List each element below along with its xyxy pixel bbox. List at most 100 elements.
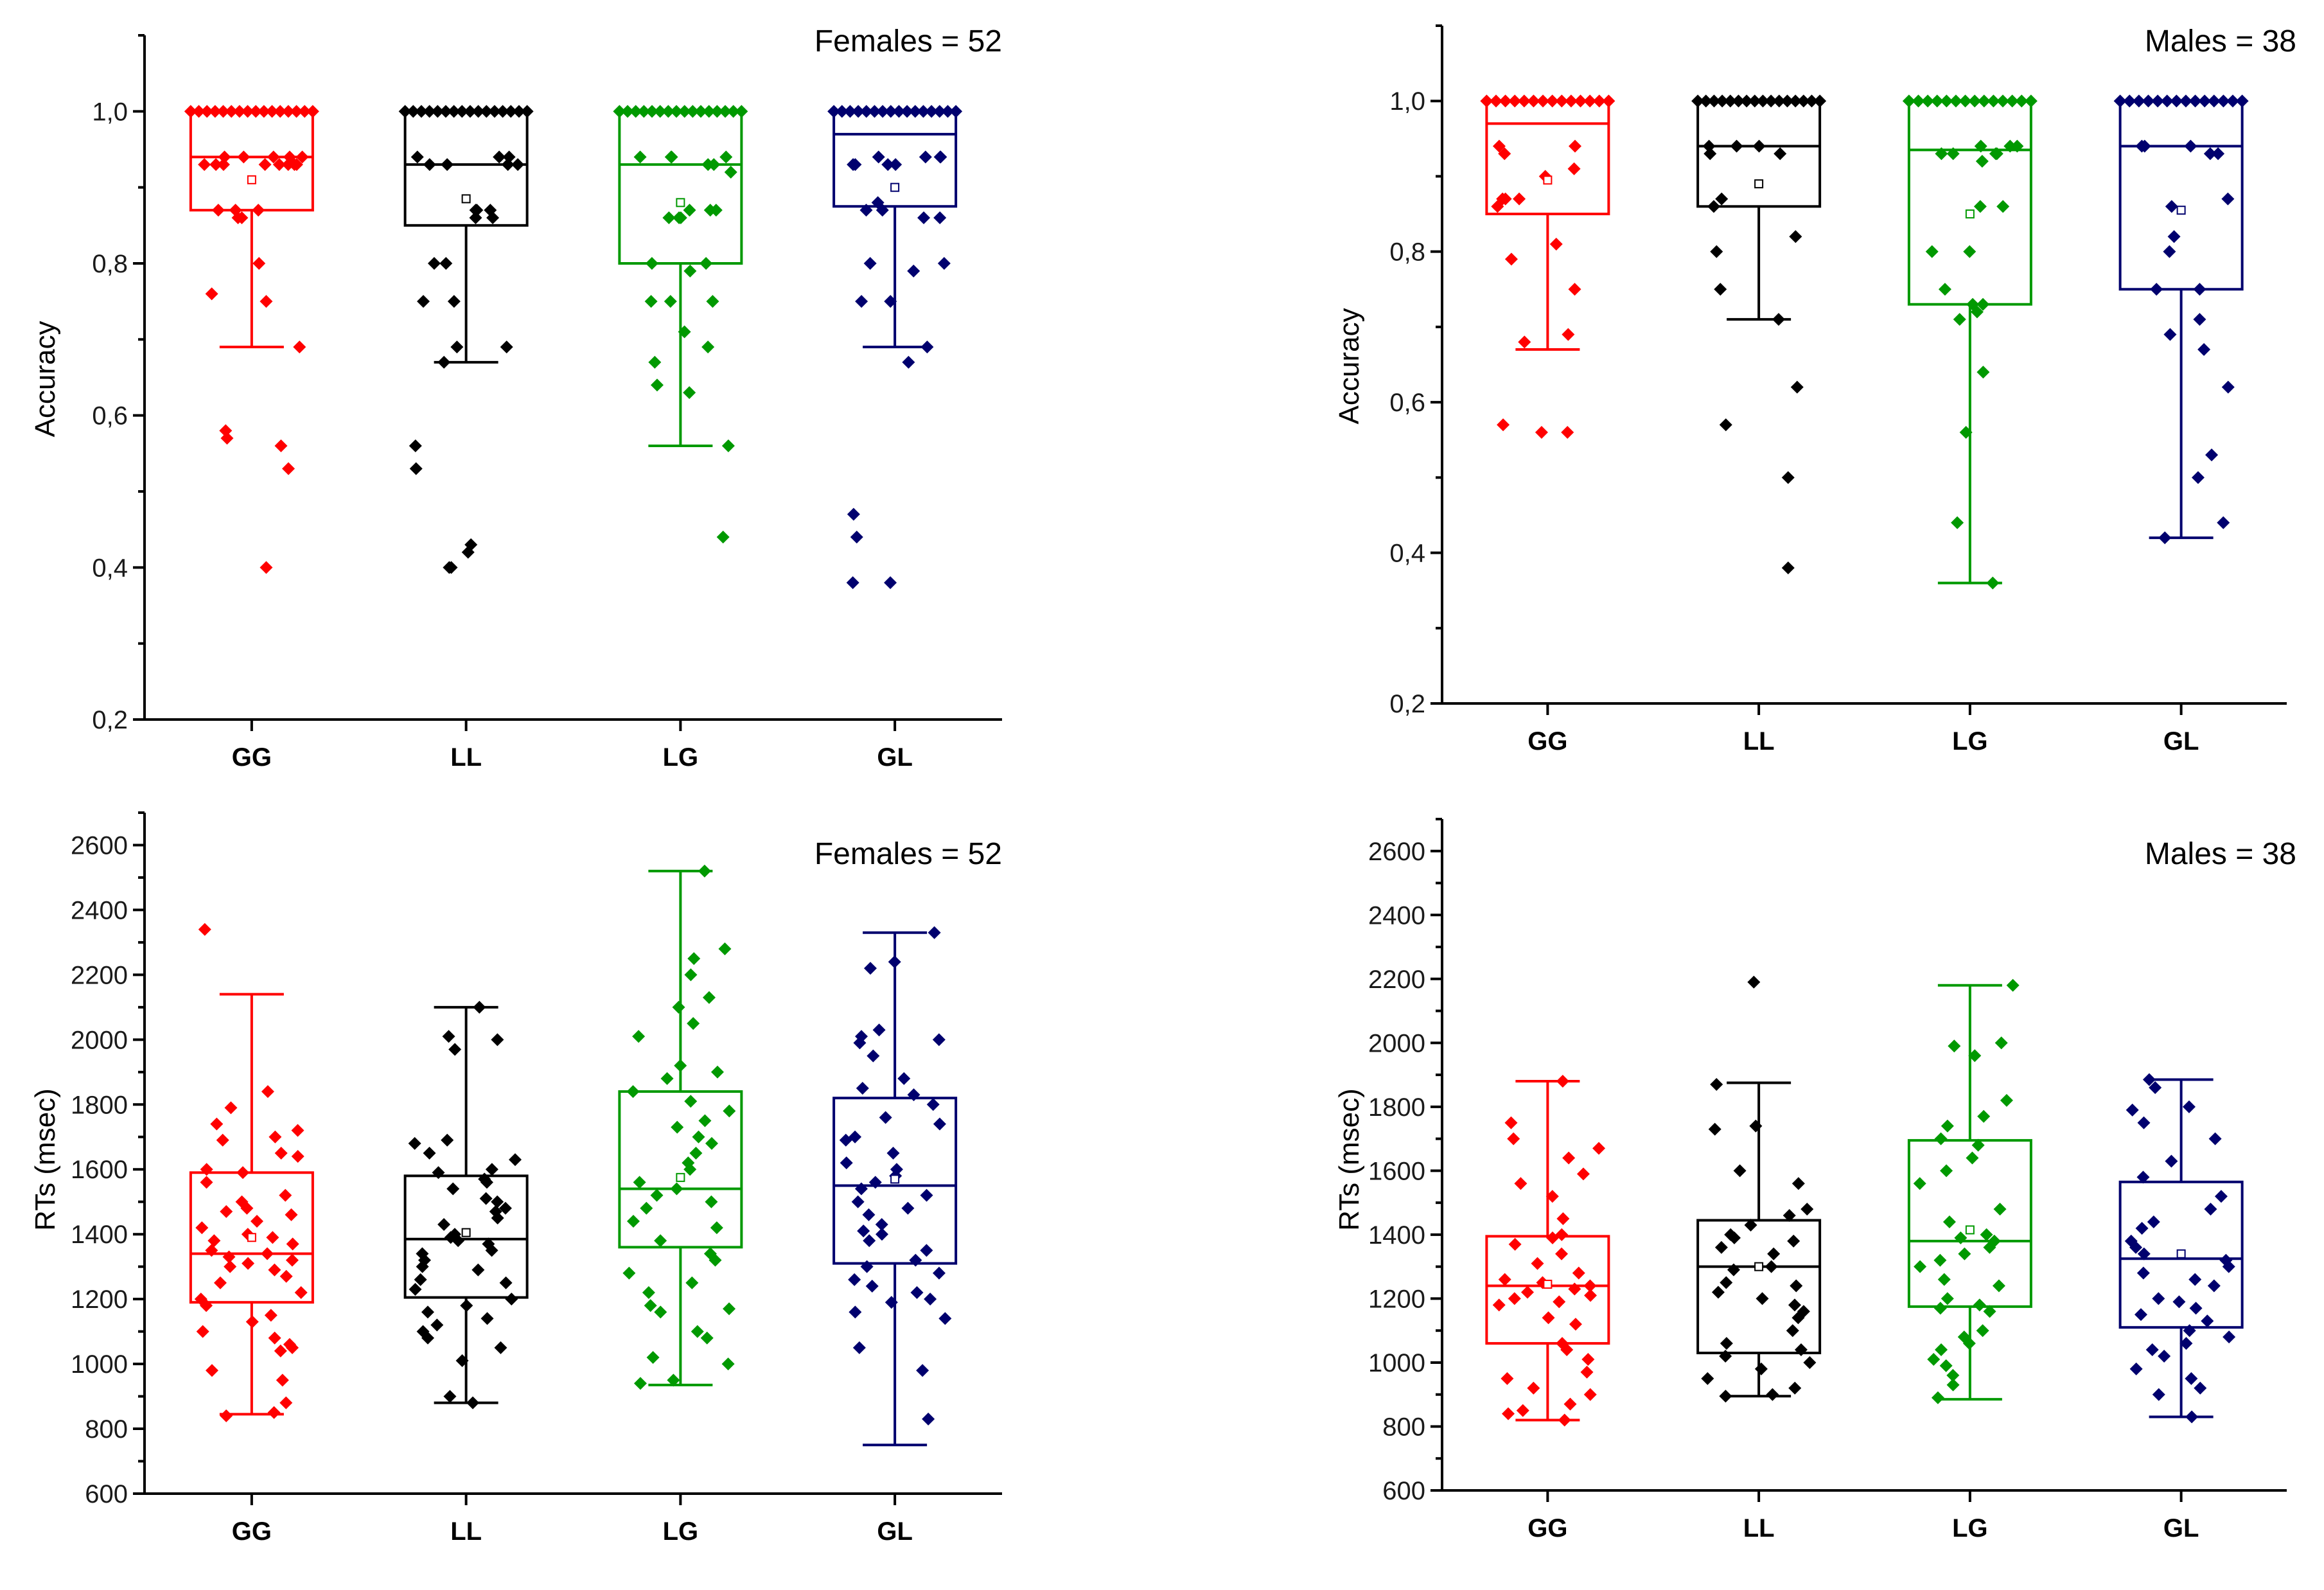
- data-point: [205, 287, 218, 301]
- data-point: [884, 576, 897, 589]
- data-point: [1797, 94, 1810, 108]
- data-point: [1940, 1164, 1953, 1178]
- data-point: [447, 295, 461, 308]
- data-point: [1592, 1142, 1606, 1155]
- data-point: [1788, 1298, 1801, 1312]
- data-point: [2163, 245, 2176, 258]
- mean-marker: [247, 175, 256, 184]
- mean-marker: [461, 194, 471, 204]
- data-point: [499, 1276, 513, 1289]
- box-group-gl: [827, 105, 963, 589]
- data-point: [847, 158, 860, 172]
- y-tick-label: 1000: [1368, 1349, 1425, 1377]
- y-tick-label: 1200: [71, 1285, 128, 1314]
- data-point: [1584, 1289, 1598, 1302]
- data-point: [1992, 1279, 2005, 1293]
- data-point: [1789, 94, 1802, 108]
- data-point: [1702, 139, 1716, 153]
- data-point: [1732, 94, 1745, 108]
- data-point: [1536, 94, 1550, 108]
- data-point: [920, 340, 934, 354]
- y-tick-label: 1600: [71, 1156, 128, 1184]
- data-point: [1937, 1273, 1951, 1286]
- data-point: [1545, 94, 1559, 108]
- data-point: [922, 1412, 935, 1426]
- data-point: [250, 1215, 263, 1228]
- data-point: [407, 105, 420, 118]
- data-point: [1574, 94, 1587, 108]
- data-point: [949, 105, 963, 118]
- y-tick-label: 2200: [71, 961, 128, 989]
- data-point: [1714, 283, 1727, 296]
- data-point: [1805, 94, 1818, 108]
- data-point: [2217, 516, 2230, 529]
- data-point: [710, 1065, 724, 1079]
- data-point: [1507, 1132, 1520, 1145]
- mean-marker: [247, 1233, 256, 1242]
- data-point: [1756, 94, 1770, 108]
- category-label-lg: LG: [1952, 1514, 1988, 1542]
- y-tick-label: 2000: [1368, 1029, 1425, 1057]
- data-point: [1602, 94, 1615, 108]
- data-point: [279, 1269, 293, 1283]
- data-point: [848, 1273, 861, 1286]
- data-point: [1518, 335, 1531, 349]
- data-point: [664, 295, 677, 308]
- data-point: [1973, 1298, 1986, 1312]
- data-point: [650, 1188, 664, 1202]
- data-point: [933, 211, 947, 224]
- data-point: [2221, 380, 2235, 394]
- data-point: [1935, 1343, 1948, 1357]
- data-point: [626, 1085, 640, 1099]
- data-point: [920, 1188, 933, 1202]
- data-point: [1977, 94, 1991, 108]
- data-point: [1719, 1350, 1732, 1363]
- data-point: [2123, 94, 2136, 108]
- y-tick-label: 1600: [1368, 1157, 1425, 1185]
- data-point: [2024, 94, 2038, 108]
- category-label-lg: LG: [1952, 727, 1988, 755]
- data-point: [207, 1234, 221, 1248]
- data-point: [724, 166, 737, 179]
- data-point: [1568, 1282, 1581, 1296]
- mean-marker: [1965, 1225, 1975, 1235]
- data-point: [1941, 1292, 1954, 1305]
- box: [189, 1171, 314, 1304]
- data-point: [279, 1188, 292, 1202]
- data-point: [294, 1286, 308, 1300]
- data-point: [480, 1176, 493, 1189]
- data-point: [872, 150, 885, 164]
- data-point: [423, 158, 436, 172]
- data-point: [1966, 1151, 1979, 1165]
- data-point: [286, 1341, 299, 1354]
- data-point: [1716, 94, 1729, 108]
- box-group-gl: [832, 926, 958, 1447]
- data-point: [205, 1244, 218, 1257]
- category-label-gg: GG: [232, 743, 272, 772]
- y-tick-label: 0,4: [1389, 540, 1425, 568]
- data-point: [1527, 1381, 1540, 1395]
- data-point: [700, 257, 713, 270]
- data-point: [500, 340, 513, 354]
- data-point: [2198, 94, 2212, 108]
- data-point: [926, 1098, 940, 1111]
- y-axis-label: Accuracy: [30, 321, 61, 437]
- data-point: [2212, 147, 2225, 161]
- data-point: [455, 105, 469, 118]
- data-point: [856, 1082, 869, 1095]
- data-point: [1545, 1190, 1559, 1203]
- data-point: [843, 105, 857, 118]
- data-point: [2207, 94, 2221, 108]
- data-point: [417, 295, 430, 308]
- data-point: [1701, 1372, 1714, 1385]
- data-point: [1502, 1407, 1515, 1420]
- data-point: [1504, 1116, 1518, 1129]
- y-tick-label: 0,4: [92, 554, 128, 582]
- data-point: [1781, 471, 1795, 484]
- data-point: [1555, 94, 1569, 108]
- data-point: [1516, 1404, 1529, 1417]
- data-point: [432, 1166, 445, 1179]
- y-tick-label: 1800: [1368, 1093, 1425, 1122]
- y-tick-label: 1200: [1368, 1285, 1425, 1313]
- data-point: [480, 105, 493, 118]
